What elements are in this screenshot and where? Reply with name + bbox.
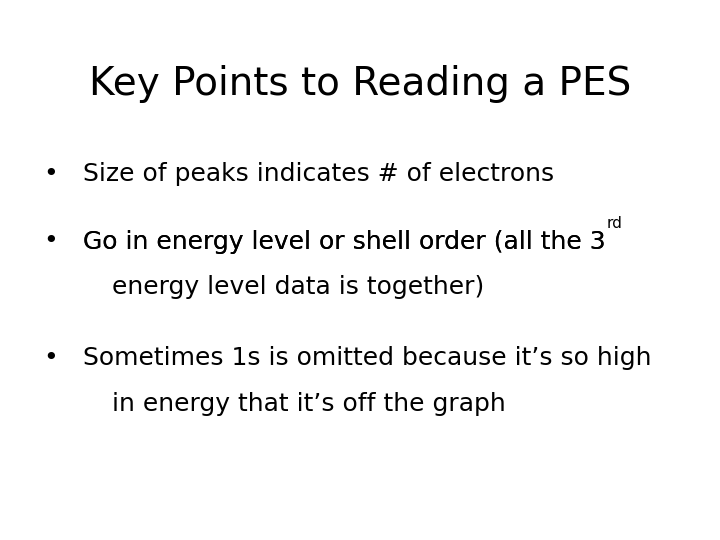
- Text: Sometimes 1s is omitted because it’s so high: Sometimes 1s is omitted because it’s so …: [83, 346, 652, 369]
- Text: •: •: [43, 230, 58, 253]
- Text: Key Points to Reading a PES: Key Points to Reading a PES: [89, 65, 631, 103]
- Text: energy level data is together): energy level data is together): [112, 275, 484, 299]
- Text: rd: rd: [607, 216, 623, 231]
- Text: Size of peaks indicates # of electrons: Size of peaks indicates # of electrons: [83, 162, 554, 186]
- Text: •: •: [43, 162, 58, 186]
- Text: in energy that it’s off the graph: in energy that it’s off the graph: [112, 392, 505, 415]
- Text: •: •: [43, 346, 58, 369]
- Text: Go in energy level or shell order (all the 3: Go in energy level or shell order (all t…: [83, 230, 606, 253]
- Text: Go in energy level or shell order (all the 3: Go in energy level or shell order (all t…: [83, 230, 606, 253]
